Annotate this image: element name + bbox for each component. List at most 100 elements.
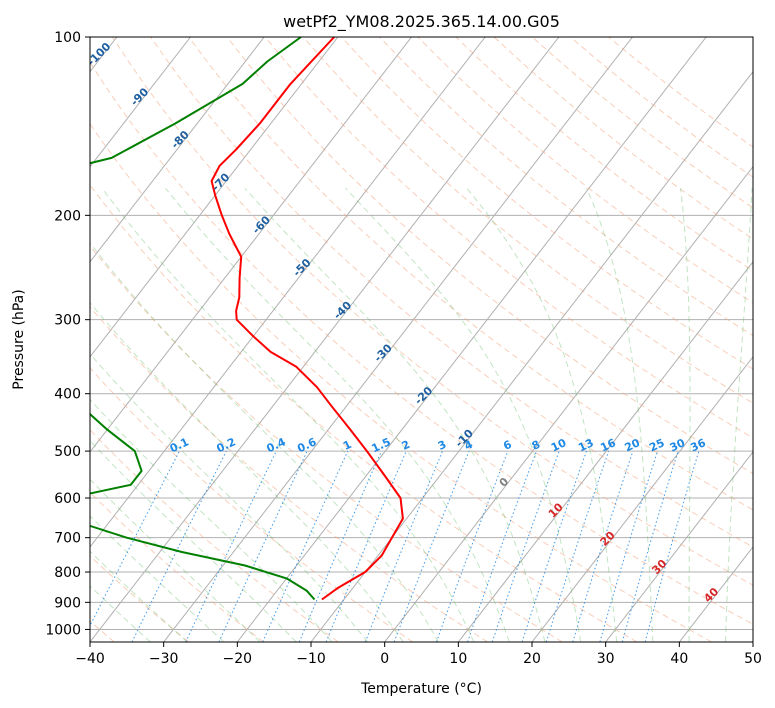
dry-adiabat (341, 37, 753, 370)
isotherm-gridline (236, 37, 707, 642)
mixing-ratio-label: 30 (668, 436, 688, 454)
dry-adiabat (112, 37, 753, 586)
moist-adiabat (90, 478, 261, 642)
x-tick-label: −20 (223, 651, 253, 667)
mixing-ratio-line (599, 450, 659, 642)
mixing-ratio-label: 36 (688, 436, 708, 454)
y-tick-label: 100 (54, 30, 81, 46)
mixing-ratio-line (364, 450, 443, 642)
mixing-ratio-line (131, 450, 227, 642)
x-axis-label: Temperature (°C) (360, 681, 482, 697)
moist-adiabat (90, 398, 333, 642)
mixing-ratio-label: 3 (436, 438, 448, 453)
isotherm-gridline (90, 37, 265, 263)
dry-adiabat (90, 428, 339, 642)
dry-adiabat (188, 37, 753, 511)
isotherm-label: -40 (331, 299, 354, 322)
isotherm-gridline (605, 451, 753, 642)
y-tick-label: 500 (54, 444, 81, 460)
y-tick-label: 900 (54, 595, 81, 611)
mixing-ratio-line (491, 450, 560, 642)
moist-adiabat (90, 440, 297, 642)
dry-adiabat (90, 245, 563, 642)
mixing-ratio-label: 20 (623, 436, 643, 454)
dry-adiabat (90, 305, 488, 642)
isotherm-label: -50 (290, 256, 313, 279)
moist-adiabat (165, 187, 510, 642)
isotherm-gridline (310, 70, 753, 642)
plot-frame (89, 36, 754, 643)
temperature-profile-line (210, 37, 404, 601)
mixing-ratio-label: 13 (576, 436, 595, 454)
mixing-ratio-label: 1.5 (370, 435, 393, 455)
mixing-ratio-label: 0.6 (295, 435, 318, 455)
x-tick-label: −40 (75, 651, 105, 667)
dry-adiabat (302, 37, 753, 404)
moist-adiabat (90, 515, 225, 642)
dry-adiabat (226, 37, 753, 475)
mixing-ratio-line (435, 450, 509, 642)
mixing-ratio-line (325, 450, 407, 642)
moist-adiabat (244, 187, 546, 642)
dry-adiabat (90, 555, 190, 642)
moist-adiabat (90, 242, 439, 642)
isotherm-gridline (90, 37, 191, 168)
isotherm-label: -30 (372, 341, 395, 364)
dry-adiabat (90, 367, 414, 642)
dry-adiabat (570, 37, 753, 178)
moist-adiabat (345, 187, 582, 642)
y-tick-label: 700 (54, 531, 81, 547)
isotherm-gridline (90, 37, 339, 358)
x-tick-label: 30 (597, 651, 615, 667)
mixing-ratio-line (298, 450, 382, 642)
mixing-ratio-label: 10 (549, 436, 569, 454)
dry-adiabat (90, 123, 712, 642)
mixing-ratio-label: 16 (598, 436, 618, 454)
dry-adiabat (90, 491, 264, 642)
moist-adiabat (101, 187, 475, 642)
isotherm-gridline (457, 260, 753, 642)
dry-adiabat (455, 37, 753, 272)
isotherm-label: -80 (169, 128, 192, 151)
y-tick-label: 300 (54, 313, 81, 329)
mixing-ratio-line (262, 450, 349, 642)
y-tick-label: 400 (54, 387, 81, 403)
dry-adiabat (379, 37, 753, 337)
mixing-ratio-line (393, 450, 470, 642)
moist-adiabat (90, 550, 188, 642)
x-tick-label: 20 (523, 651, 541, 667)
chart-title: wetPf2_YM08.2025.365.14.00.G05 (283, 12, 560, 32)
y-tick-label: 800 (54, 565, 81, 581)
dry-adiabat (493, 37, 753, 240)
isotherm-gridline (163, 37, 633, 642)
x-tick-label: 10 (449, 651, 467, 667)
isotherm-label-lower: 30 (649, 557, 669, 577)
dry-adiabat (531, 37, 753, 209)
moist-adiabat (586, 188, 654, 642)
isotherm-label-lower: 20 (598, 528, 618, 548)
x-tick-label: −10 (296, 651, 326, 667)
moist-adiabat (680, 188, 691, 642)
mixing-ratio-label: 8 (530, 438, 542, 453)
mixing-ratio-line (572, 450, 634, 642)
dry-adiabat (150, 37, 753, 548)
mixing-ratio-label: 6 (501, 438, 514, 453)
isotherm-gridline (90, 37, 560, 642)
dry-adiabat (90, 61, 753, 625)
moist-adiabat (725, 188, 753, 642)
mixing-ratio-label: 25 (647, 436, 666, 454)
isotherm-gridline (531, 356, 753, 642)
dry-adiabat (417, 37, 753, 304)
y-tick-label: 200 (54, 208, 81, 224)
mixing-ratio-label: 0.1 (168, 435, 191, 455)
isotherm-label: -20 (412, 384, 435, 407)
x-tick-label: 0 (380, 651, 389, 667)
x-tick-label: 50 (744, 651, 762, 667)
isotherm-gridline (384, 165, 753, 642)
mixing-ratio-label: 0.2 (215, 435, 238, 455)
isotherm-label: -100 (85, 40, 114, 69)
moist-adiabat (90, 301, 404, 642)
mixing-ratio-line (467, 450, 537, 642)
x-tick-label: −30 (149, 651, 179, 667)
isotherm-gridline (90, 37, 486, 548)
